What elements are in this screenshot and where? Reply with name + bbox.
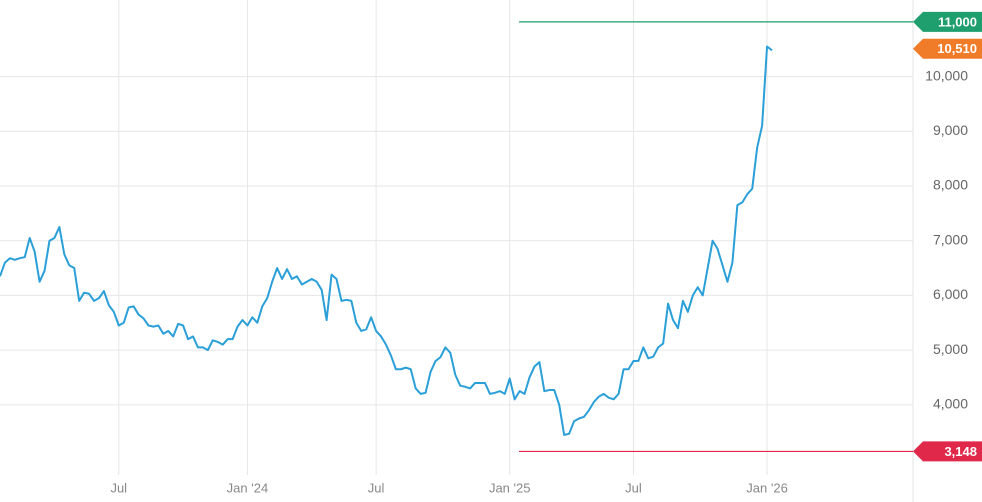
y-tick-label: 5,000 [933, 341, 968, 357]
x-tick-label: Jan '26 [746, 480, 788, 495]
reference-label: 3,148 [944, 444, 977, 459]
y-tick-label: 7,000 [933, 231, 968, 247]
y-tick-label: 6,000 [933, 286, 968, 302]
reference-badge [913, 441, 982, 462]
price-line [0, 45, 773, 436]
x-tick-label: Jul [625, 480, 642, 495]
y-tick-label: 10,000 [925, 67, 968, 83]
reference-badge [913, 11, 982, 32]
x-tick-label: Jan '25 [489, 480, 531, 495]
y-tick-label: 4,000 [933, 396, 968, 412]
y-tick-label: 9,000 [933, 122, 968, 138]
x-tick-label: Jan '24 [227, 480, 269, 495]
last-value-badge [913, 38, 982, 59]
last-value-label: 10,510 [937, 41, 977, 56]
reference-label: 11,000 [938, 14, 977, 29]
x-tick-label: Jul [368, 480, 385, 495]
y-tick-label: 8,000 [933, 177, 968, 193]
x-tick-label: Jul [110, 480, 127, 495]
